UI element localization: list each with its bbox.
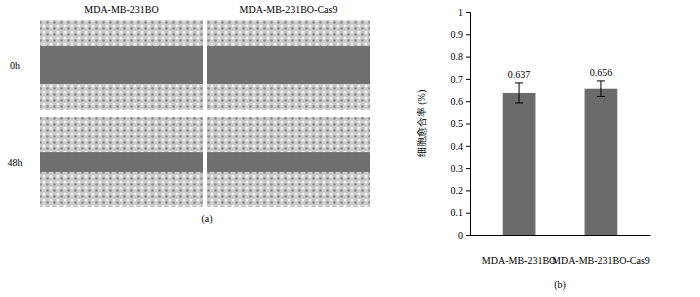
- y-tick: 0.6: [451, 96, 471, 107]
- cell-layer: [40, 84, 203, 110]
- cell-layer: [207, 172, 370, 207]
- y-tick-label: 0.5: [451, 118, 464, 129]
- error-cap: [515, 102, 523, 103]
- y-tick-label: 0.2: [451, 185, 464, 196]
- cell-layer: [40, 117, 203, 152]
- micrograph: [40, 20, 203, 110]
- y-tick-mark: [466, 168, 470, 169]
- row-title: 0h: [10, 60, 20, 71]
- y-tick: 0.1: [451, 207, 471, 218]
- y-tick-label: 0: [458, 230, 463, 241]
- y-axis: 0 0.1 0.2 0.3 0.4 0.5 0.6 0.7 0.8 0.9 1: [451, 7, 471, 241]
- y-axis-line: [466, 13, 471, 236]
- panel-a: MDA-MB-231BO MDA-MB-231BO-Cas9 0h 48h (a): [8, 4, 371, 225]
- y-tick: 0.7: [451, 74, 471, 85]
- y-tick-mark: [466, 57, 470, 58]
- y-tick-mark: [466, 12, 470, 13]
- plot-area: [503, 81, 618, 235]
- y-tick: 0.2: [451, 185, 471, 196]
- panel-label: (a): [201, 213, 212, 225]
- column-title: MDA-MB-231BO-Cas9: [240, 4, 338, 15]
- x-tick-label: MDA-MB-231BO-Cas9: [552, 255, 650, 266]
- error-cap: [515, 82, 523, 83]
- y-tick-mark: [466, 34, 470, 35]
- x-tick: MDA-MB-231BO-Cas9: [552, 235, 650, 266]
- error-cap: [597, 96, 605, 97]
- y-tick-label: 0.6: [451, 96, 464, 107]
- y-tick: 1: [458, 7, 470, 18]
- cell-layer: [40, 172, 203, 207]
- x-tick-label: MDA-MB-231BO: [482, 255, 556, 266]
- y-tick: 0.3: [451, 163, 471, 174]
- y-axis-title: 细胞愈合率 (%): [416, 90, 428, 158]
- y-tick-label: 0.8: [451, 51, 464, 62]
- y-tick-mark: [466, 235, 470, 236]
- y-tick: 0.4: [451, 141, 471, 152]
- y-tick: 0.5: [451, 118, 471, 129]
- micrograph: [207, 117, 370, 207]
- y-tick-label: 0.4: [451, 141, 464, 152]
- y-tick-label: 1: [458, 7, 463, 18]
- error-stem: [519, 83, 520, 103]
- y-tick-mark: [466, 124, 470, 125]
- error-bar: [515, 83, 523, 103]
- figure: MDA-MB-231BOMDA-MB-231BO-Cas90h48h(a)0.6…: [0, 0, 700, 297]
- y-tick-label: 0.3: [451, 163, 464, 174]
- row-title: 48h: [8, 157, 23, 168]
- micrograph: [207, 20, 370, 110]
- y-tick: 0: [458, 230, 470, 241]
- x-tick: MDA-MB-231BO: [482, 235, 556, 266]
- panel-label: (b): [554, 279, 566, 291]
- column-title: MDA-MB-231BO: [84, 4, 158, 15]
- panel-b: 0.637 0.656 0 0.1 0.2 0.3 0.4 0.5 0.6 0.7 0.8 0.9 1 M…: [416, 7, 651, 291]
- y-tick-label: 0.9: [451, 29, 464, 40]
- error-stem: [600, 81, 601, 97]
- cell-layer: [207, 117, 370, 152]
- y-tick-label: 0.7: [451, 74, 464, 85]
- y-tick: 0.8: [451, 51, 471, 62]
- cell-layer: [40, 20, 203, 46]
- y-tick-label: 0.1: [451, 207, 464, 218]
- y-tick-mark: [466, 213, 470, 214]
- x-axis-line: [471, 235, 651, 236]
- x-axis: MDA-MB-231BOMDA-MB-231BO-Cas9: [471, 235, 651, 266]
- y-tick-mark: [466, 146, 470, 147]
- y-tick-mark: [466, 101, 470, 102]
- data-label: 0.637: [508, 69, 531, 80]
- cell-layer: [207, 84, 370, 110]
- bar: [585, 89, 618, 235]
- bar: [503, 93, 536, 235]
- error-cap: [597, 80, 605, 81]
- cell-layer: [207, 20, 370, 46]
- error-bar: [597, 81, 605, 97]
- y-tick-mark: [466, 190, 470, 191]
- data-label: 0.656: [590, 67, 613, 78]
- micrograph: [40, 117, 203, 207]
- y-tick: 0.9: [451, 29, 471, 40]
- y-tick-mark: [466, 79, 470, 80]
